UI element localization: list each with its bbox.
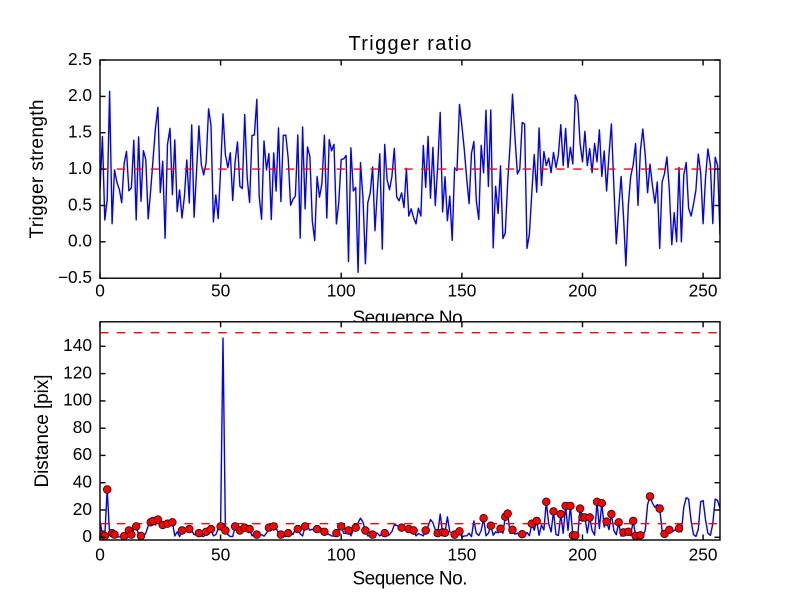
svg-text:0: 0	[95, 280, 105, 300]
svg-text:200: 200	[568, 280, 597, 300]
svg-text:−0.5: −0.5	[58, 267, 92, 287]
svg-text:80: 80	[73, 417, 92, 437]
svg-text:100: 100	[327, 280, 356, 300]
svg-text:1.0: 1.0	[68, 158, 92, 178]
svg-text:100: 100	[327, 544, 356, 564]
svg-text:100: 100	[63, 390, 92, 410]
svg-text:250: 250	[689, 280, 718, 300]
svg-text:20: 20	[73, 499, 92, 519]
svg-text:Distance [pix]: Distance [pix]	[32, 375, 53, 488]
svg-text:120: 120	[63, 362, 92, 382]
svg-text:Trigger strength: Trigger strength	[27, 100, 48, 239]
svg-text:2.5: 2.5	[68, 49, 92, 69]
svg-text:0: 0	[82, 526, 92, 546]
svg-text:140: 140	[63, 335, 92, 355]
svg-text:Sequence No.: Sequence No.	[353, 569, 468, 590]
svg-text:250: 250	[689, 544, 718, 564]
svg-text:0.0: 0.0	[68, 231, 92, 251]
svg-text:2.0: 2.0	[68, 85, 92, 105]
svg-text:40: 40	[73, 472, 92, 492]
svg-text:150: 150	[447, 280, 476, 300]
svg-text:50: 50	[211, 544, 230, 564]
svg-text:50: 50	[211, 280, 230, 300]
svg-text:150: 150	[447, 544, 476, 564]
svg-text:Trigger ratio: Trigger ratio	[349, 33, 472, 55]
svg-text:200: 200	[568, 544, 597, 564]
svg-text:0: 0	[95, 544, 105, 564]
svg-text:0.5: 0.5	[68, 194, 92, 214]
svg-text:60: 60	[73, 444, 92, 464]
svg-text:1.5: 1.5	[68, 122, 92, 142]
